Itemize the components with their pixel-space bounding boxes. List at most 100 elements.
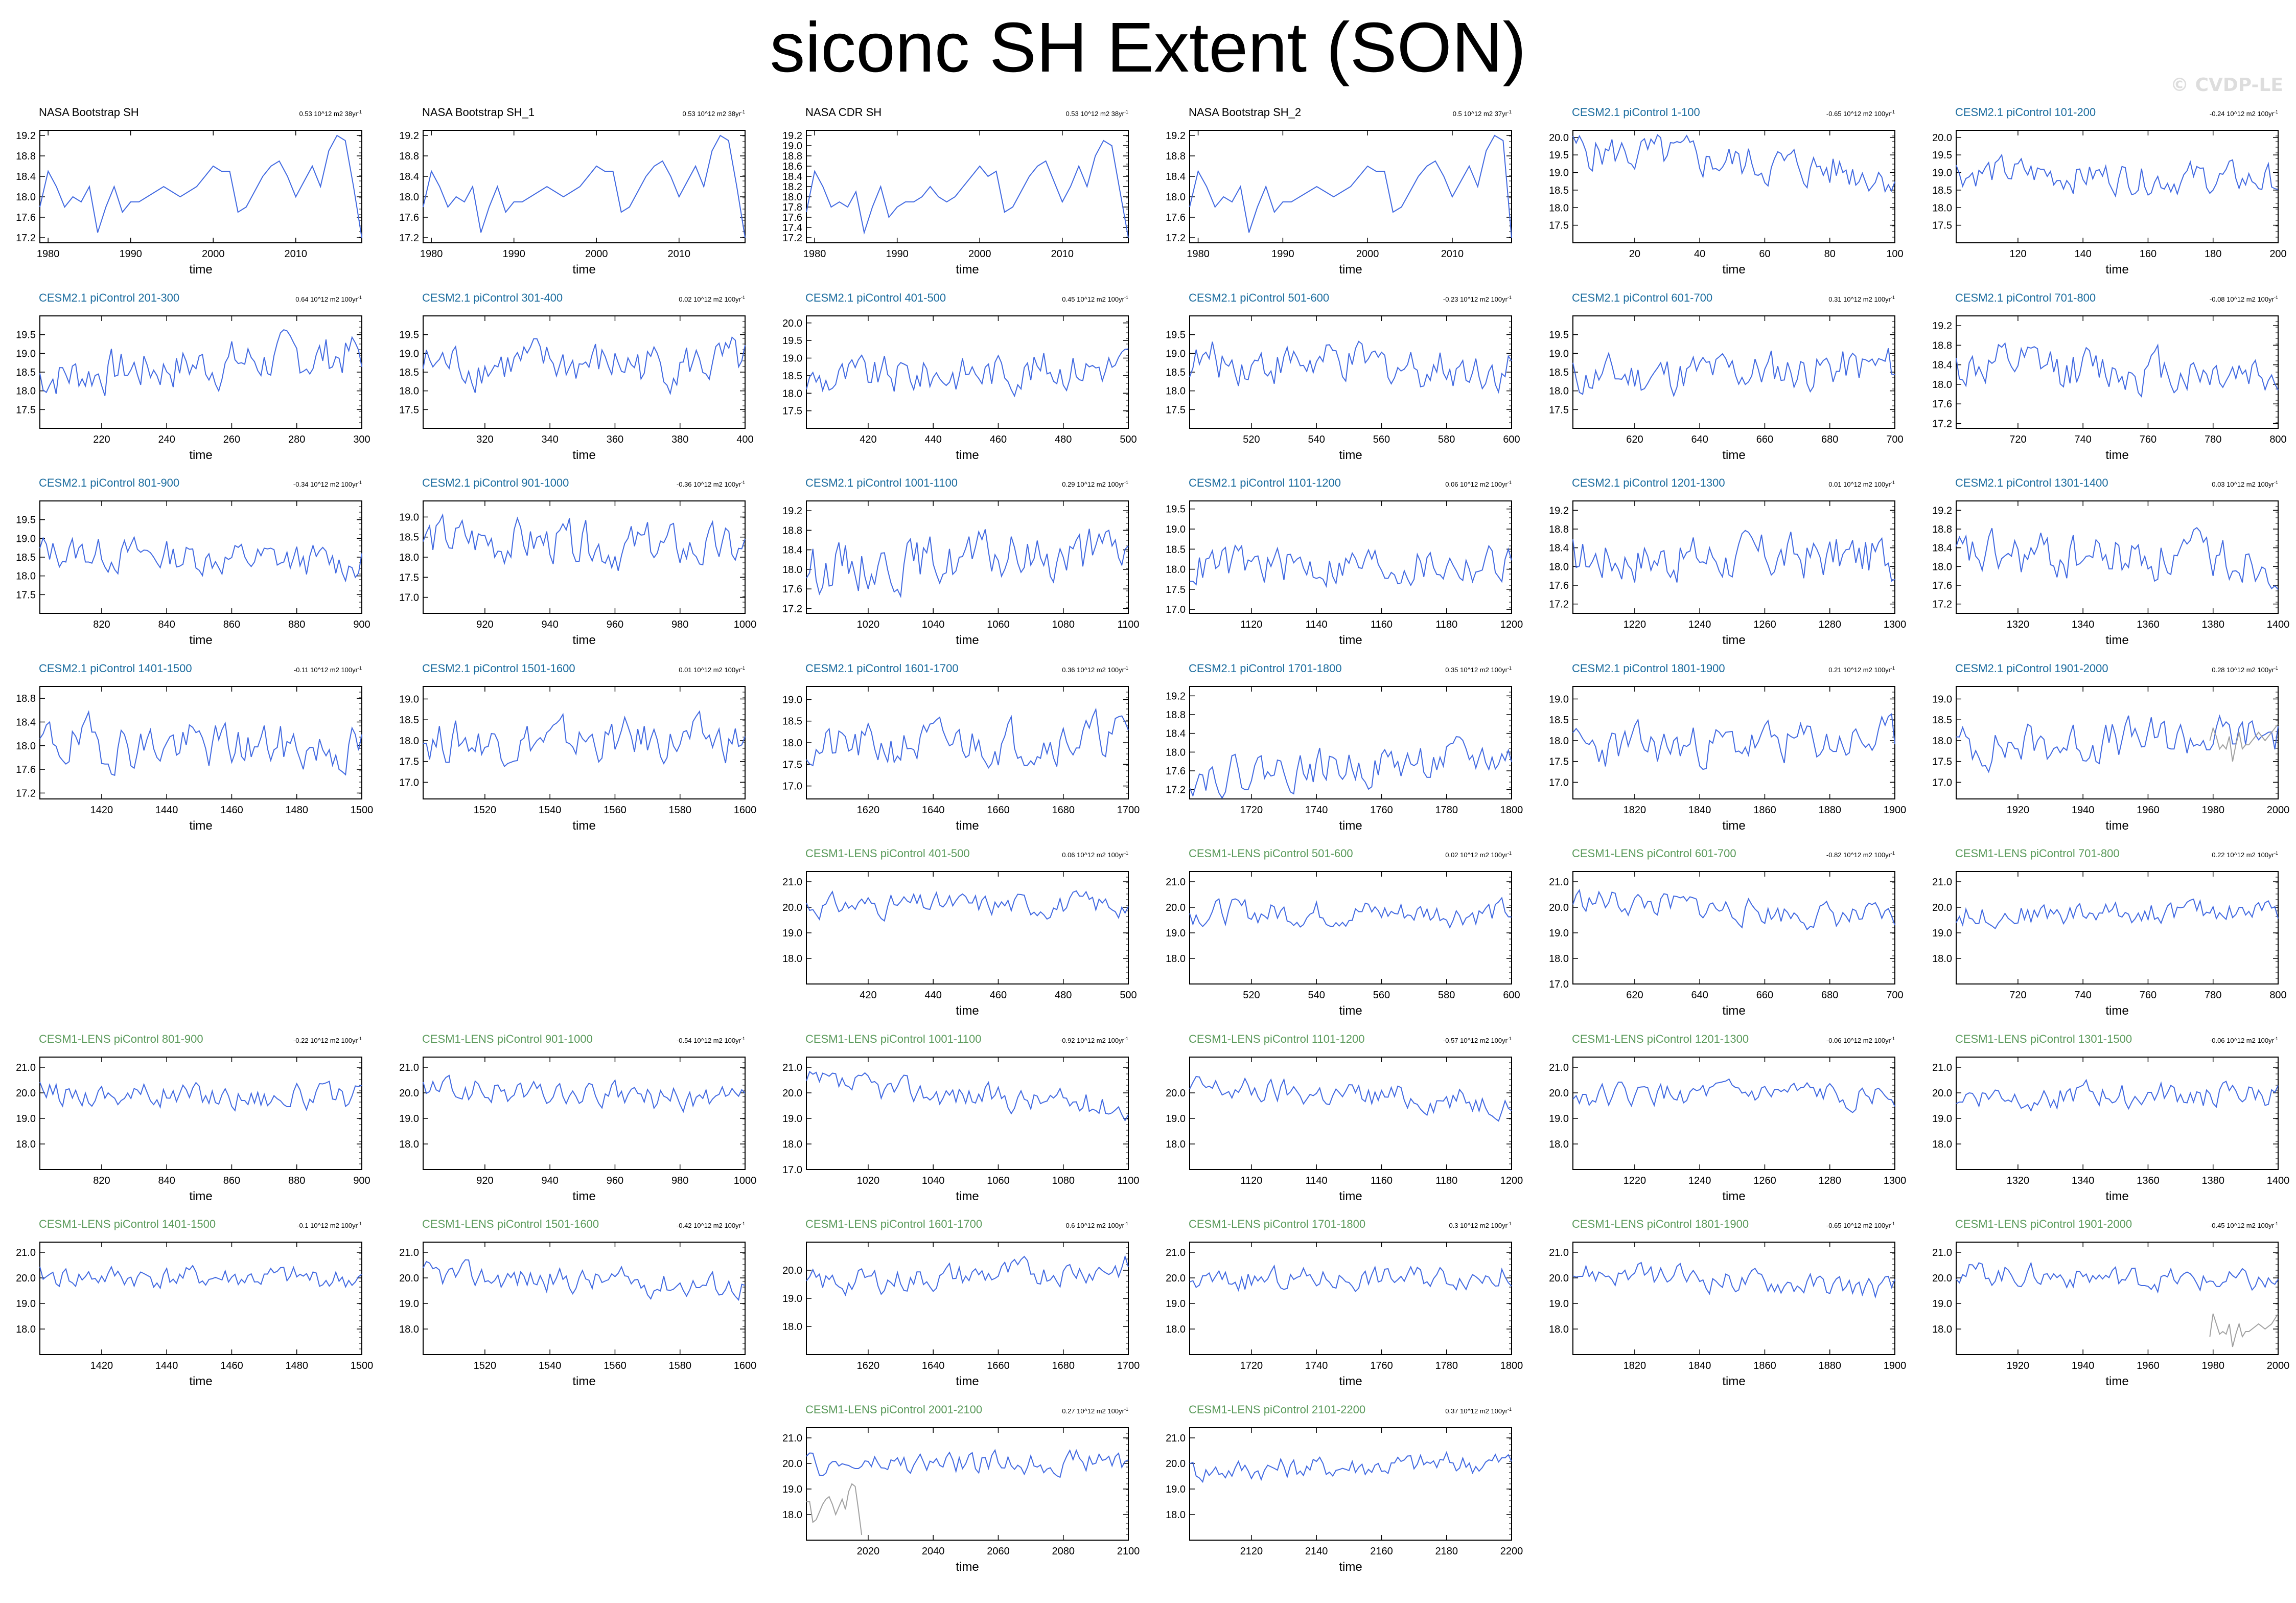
x-tick-label: 2180 bbox=[1435, 1546, 1458, 1557]
panel-title: CESM1-LENS piControl 701-800 bbox=[1955, 847, 2120, 860]
y-tick-label: 21.0 bbox=[1549, 877, 1569, 888]
x-tick-label: 440 bbox=[924, 990, 941, 1001]
panel-title: CESM2.1 piControl 1201-1300 bbox=[1572, 476, 1725, 489]
x-axis-label: time bbox=[956, 263, 979, 277]
plot-frame bbox=[423, 1242, 746, 1355]
y-tick-label: 18.0 bbox=[1166, 192, 1186, 203]
panel-title: CESM1-LENS piControl 801-900 bbox=[39, 1033, 203, 1045]
y-tick-label: 20.0 bbox=[782, 902, 802, 913]
x-tick-label: 1380 bbox=[2201, 1175, 2224, 1186]
chart-panel: CESM2.1 piControl 201-300 0.64 10^12 m2 1… bbox=[16, 291, 370, 462]
x-tick-label: 1880 bbox=[1818, 805, 1841, 816]
series-line bbox=[1956, 153, 2279, 198]
x-tick-label: 800 bbox=[2269, 990, 2286, 1001]
y-tick-label: 18.0 bbox=[782, 738, 802, 749]
y-tick-label: 17.5 bbox=[1932, 220, 1952, 232]
chart-panel: CESM2.1 piControl 1601-1700 0.36 10^12 m2… bbox=[782, 662, 1140, 833]
series-line bbox=[806, 348, 1129, 398]
x-tick-label: 960 bbox=[607, 619, 623, 630]
y-tick-label: 20.0 bbox=[782, 318, 802, 329]
x-tick-label: 940 bbox=[541, 619, 558, 630]
y-tick-label: 18.6 bbox=[782, 161, 802, 172]
panel-trend-label: 0.3 10^12 m2 100yr-1 bbox=[1449, 1221, 1512, 1229]
x-tick-label: 1040 bbox=[922, 619, 945, 630]
x-tick-label: 1480 bbox=[285, 1360, 308, 1371]
y-tick-label: 18.5 bbox=[16, 552, 36, 563]
y-tick-label: 19.0 bbox=[1549, 928, 1569, 939]
panel-trend-label: -0.11 10^12 m2 100yr-1 bbox=[294, 666, 362, 674]
x-tick-label: 1260 bbox=[1753, 1175, 1776, 1186]
y-tick-label: 19.0 bbox=[1166, 1113, 1186, 1125]
x-tick-label: 1180 bbox=[1435, 619, 1457, 630]
y-tick-label: 20.0 bbox=[1932, 902, 1952, 913]
x-tick-label: 360 bbox=[607, 434, 623, 445]
panel-title: CESM1-LENS piControl 2101-2200 bbox=[1189, 1403, 1365, 1416]
x-tick-label: 1990 bbox=[1271, 248, 1294, 260]
x-tick-label: 760 bbox=[2140, 434, 2156, 445]
x-tick-label: 1680 bbox=[1052, 1360, 1075, 1371]
observed-overlay-line bbox=[806, 1483, 863, 1536]
x-tick-label: 1500 bbox=[351, 1360, 374, 1371]
x-tick-label: 40 bbox=[1694, 248, 1705, 260]
y-tick-label: 21.0 bbox=[1932, 1247, 1952, 1258]
series-line bbox=[423, 513, 746, 571]
x-axis-label: time bbox=[572, 1375, 595, 1388]
y-tick-label: 17.2 bbox=[1549, 599, 1569, 610]
x-tick-label: 1760 bbox=[1370, 805, 1393, 816]
x-tick-label: 540 bbox=[1308, 990, 1325, 1001]
x-tick-label: 1060 bbox=[987, 1175, 1010, 1186]
chart-panel: CESM2.1 piControl 1001-1100 0.29 10^12 m2… bbox=[782, 476, 1139, 647]
x-tick-label: 1480 bbox=[285, 805, 308, 816]
y-tick-label: 20.0 bbox=[1932, 1088, 1952, 1099]
panel-trend-label: -0.08 10^12 m2 100yr-1 bbox=[2210, 295, 2278, 303]
x-tick-label: 640 bbox=[1691, 990, 1708, 1001]
y-tick-label: 17.2 bbox=[782, 603, 802, 614]
y-tick-label: 18.0 bbox=[1932, 202, 1952, 214]
y-tick-label: 20.0 bbox=[1549, 902, 1569, 913]
y-tick-label: 18.0 bbox=[1932, 561, 1952, 572]
series-line bbox=[39, 536, 362, 583]
x-axis-label: time bbox=[956, 819, 979, 833]
x-tick-label: 1380 bbox=[2201, 619, 2224, 630]
y-tick-label: 20.0 bbox=[782, 1458, 802, 1470]
panel-title: CESM2.1 piControl 1801-1900 bbox=[1572, 662, 1725, 675]
chart-panel: CESM1-LENS piControl 1401-1500 -0.1 10^12… bbox=[16, 1218, 373, 1388]
x-tick-label: 1520 bbox=[474, 1360, 497, 1371]
x-tick-label: 100 bbox=[1886, 248, 1903, 260]
y-tick-label: 18.0 bbox=[1549, 1139, 1569, 1150]
series-line bbox=[806, 529, 1129, 599]
y-tick-label: 21.0 bbox=[399, 1247, 419, 1258]
chart-panel: CESM2.1 piControl 1701-1800 0.35 10^12 m2… bbox=[1166, 662, 1523, 833]
x-tick-label: 660 bbox=[1756, 990, 1773, 1001]
panel-trend-label: -0.06 10^12 m2 100yr-1 bbox=[2210, 1036, 2278, 1044]
x-tick-label: 2010 bbox=[668, 248, 691, 260]
panel-title: CESM2.1 piControl 601-700 bbox=[1572, 291, 1712, 304]
y-tick-label: 17.5 bbox=[399, 404, 419, 416]
x-tick-label: 220 bbox=[93, 434, 110, 445]
x-tick-label: 1280 bbox=[1818, 1175, 1841, 1186]
y-tick-label: 20.0 bbox=[1932, 132, 1952, 144]
panel-title: CESM2.1 piControl 1001-1100 bbox=[805, 476, 958, 489]
y-tick-label: 19.5 bbox=[1932, 150, 1952, 161]
y-tick-label: 19.2 bbox=[782, 506, 802, 517]
x-tick-label: 1220 bbox=[1624, 619, 1646, 630]
x-axis-label: time bbox=[2105, 1375, 2128, 1388]
panel-trend-label: 0.21 10^12 m2 100yr-1 bbox=[1828, 666, 1895, 674]
x-tick-label: 1720 bbox=[1240, 805, 1263, 816]
plot-frame bbox=[1572, 1242, 1895, 1355]
x-tick-label: 2010 bbox=[1441, 248, 1464, 260]
x-tick-label: 460 bbox=[990, 990, 1007, 1001]
x-tick-label: 1980 bbox=[2201, 805, 2224, 816]
x-tick-label: 1980 bbox=[420, 248, 443, 260]
panel-title: CESM2.1 piControl 1701-1800 bbox=[1189, 662, 1342, 675]
chart-panel: CESM2.1 piControl 1101-1200 0.06 10^12 m2… bbox=[1166, 476, 1523, 647]
y-tick-label: 19.0 bbox=[1932, 928, 1952, 939]
x-tick-label: 200 bbox=[2269, 248, 2286, 260]
x-tick-label: 420 bbox=[860, 990, 876, 1001]
panel-title: CESM1-LENS piControl 1101-1200 bbox=[1189, 1033, 1364, 1045]
x-tick-label: 680 bbox=[1821, 990, 1838, 1001]
x-tick-label: 1580 bbox=[668, 805, 691, 816]
x-axis-label: time bbox=[2105, 263, 2128, 277]
y-tick-label: 17.6 bbox=[1932, 580, 1952, 591]
x-tick-label: 1460 bbox=[220, 805, 243, 816]
